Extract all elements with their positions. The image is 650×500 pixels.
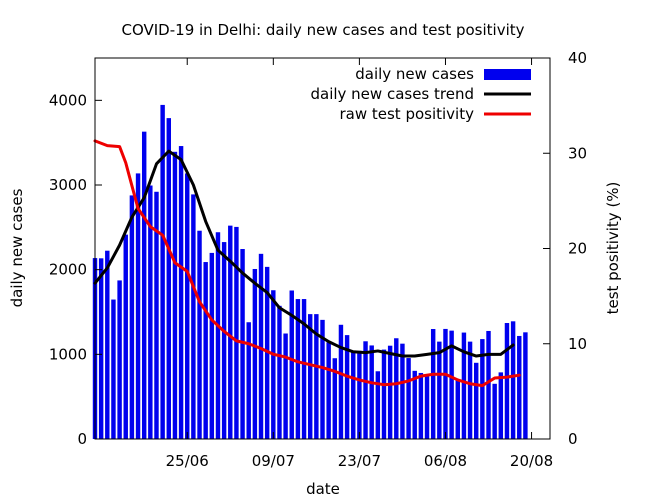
bar [418,372,424,439]
lines-layer [93,139,521,388]
bar [123,234,128,439]
bar [277,305,282,439]
x-tick-label: 20/08 [510,452,553,470]
bar [129,195,135,439]
bar [332,358,338,439]
y-tick-label: 3000 [49,176,87,194]
bar [154,191,159,439]
bar [209,252,215,439]
y2-tick-label: 10 [568,335,587,353]
y2-tick-label: 40 [568,49,587,67]
bar [344,335,350,439]
bar [160,104,165,439]
y2-axis-label: test positivity (%) [604,182,622,315]
x-tick-label: 06/08 [424,452,467,470]
y-tick-label: 1000 [49,345,87,363]
bar [486,330,491,439]
bar [351,351,356,439]
bar [504,323,510,439]
x-tick-label: 09/07 [252,452,295,470]
y2-tick-label: 30 [568,144,587,162]
bar [406,358,411,439]
bar [185,173,190,439]
legend-label: daily new cases [355,65,474,83]
bar [498,372,504,439]
bar [240,249,245,439]
bar [338,324,344,439]
bar [301,299,307,439]
bar [166,118,171,440]
bar [461,332,467,439]
bar [424,376,430,439]
bar [412,370,417,439]
y-tick-label: 2000 [49,261,87,279]
bar [228,225,233,439]
bar [234,226,239,439]
bar [314,314,319,439]
bar [289,290,294,439]
bar [443,328,448,439]
axes-layer: 0 1000 2000 3000 4000 0 10 20 30 40 25/06 09/07 23/0… [49,49,587,470]
positivity-line [93,139,521,388]
bar [295,299,301,439]
bar [246,322,251,439]
bar [172,151,178,439]
x-tick-label: 25/06 [166,452,209,470]
bar [467,341,473,439]
bar [105,250,110,439]
bar [381,349,387,439]
legend-label: raw test positivity [339,105,474,123]
bar [271,290,276,439]
bar [363,341,368,439]
bar [197,230,202,439]
bar [523,332,528,439]
x-axis-label: date [306,480,340,498]
bar [258,253,264,439]
bar [474,362,479,439]
bar [141,131,147,439]
bar [320,319,325,439]
bar [307,314,313,439]
bar [215,232,221,439]
bars-layer [92,104,528,440]
bar [283,333,288,439]
bar [437,341,442,439]
bar [400,343,405,439]
bar [430,329,436,439]
bar [387,345,393,439]
bar [148,185,153,439]
bar [326,342,331,439]
x-tick-label: 23/07 [338,452,381,470]
bar [480,339,485,439]
legend-label: daily new cases trend [310,85,474,103]
bar [135,173,141,439]
bar [492,383,497,439]
bar [369,345,374,439]
y-axis-label: daily new cases [8,188,26,307]
bar [517,335,522,439]
legend-swatch-bar [484,69,531,80]
bar [178,146,184,440]
bar [111,299,116,439]
bar [98,258,104,439]
bar [357,350,362,439]
legend: daily new cases daily new cases trend raw … [310,65,531,123]
y-tick-label: 0 [77,430,87,448]
bar [394,338,399,439]
bar [252,268,258,439]
bar [455,379,460,439]
bar [449,330,454,439]
bar [510,321,516,439]
bar [203,262,208,439]
bar [221,242,227,439]
bar [191,194,196,439]
y-tick-label: 4000 [49,91,87,109]
bar [375,371,381,439]
chart-title: COVID-19 in Delhi: daily new cases and t… [121,21,524,39]
bar [117,280,122,439]
y2-tick-label: 20 [568,240,587,258]
y2-tick-label: 0 [568,430,578,448]
trend-line [93,149,515,358]
